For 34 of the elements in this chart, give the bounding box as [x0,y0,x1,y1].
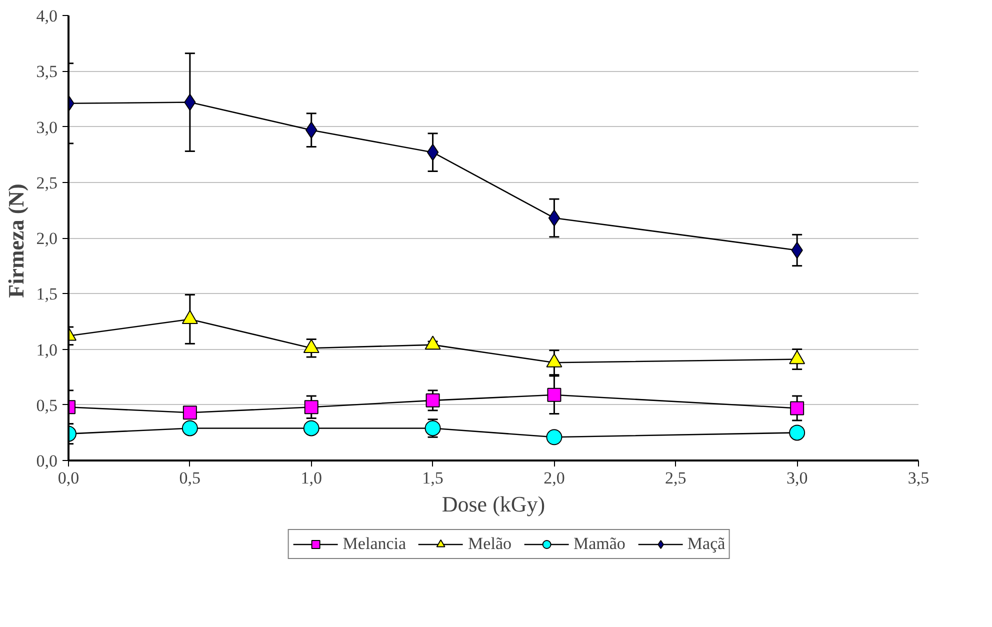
y-tick-label: 4,0 [36,6,58,26]
y-tick-label: 0,0 [36,452,58,470]
x-axis-title: Dose (kGy) [442,492,546,516]
point [546,429,562,446]
point [789,424,806,441]
point [548,209,560,226]
x-tick-label: 3,0 [786,468,808,488]
x-tick-label: 1,5 [422,468,444,488]
point [304,400,318,414]
x-tick-label: 2,5 [665,468,686,488]
legend-label: Melancia [342,534,406,554]
y-tick-label: 2,0 [36,229,58,248]
point [182,420,198,436]
legend-label: Mamão [573,534,626,554]
y-tick-label: 3,0 [36,118,58,137]
point [303,420,320,436]
x-tick-label: 1,0 [300,468,322,488]
x-tick-label: 0,5 [179,468,201,488]
y-tick-label: 1,5 [36,284,58,304]
point [426,393,440,408]
x-tick-label: 2,0 [544,468,565,488]
point [790,401,804,416]
point [547,388,562,402]
y-tick-label: 0,5 [36,396,58,415]
point [182,406,197,420]
legend-label: Maçã [687,534,726,554]
y-tick-label: 3,5 [36,62,58,82]
point [426,144,439,161]
y-axis-title: Firmeza (N) [3,184,28,298]
y-tick-label: 2,5 [36,173,58,192]
x-tick-label: 3,5 [908,468,930,488]
legend-label: Melão [468,534,512,554]
y-tick-label: 1,0 [36,340,58,360]
x-tick-label: 0,0 [58,468,80,488]
